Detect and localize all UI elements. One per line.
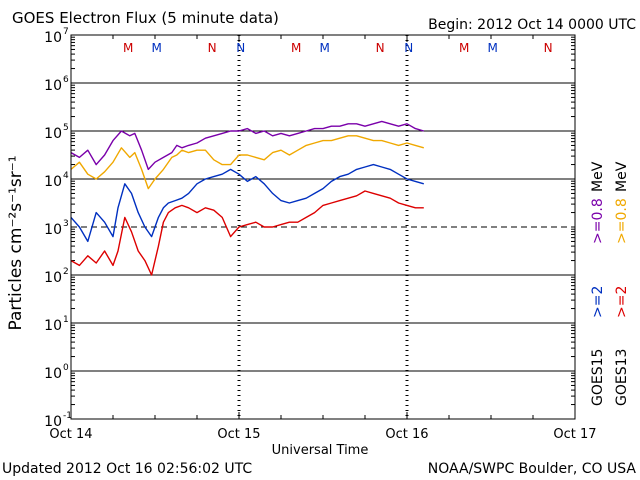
marker-label: M (152, 41, 162, 55)
y-tick-exponent: -1 (63, 411, 72, 421)
y-tick-label: 10 (44, 318, 62, 334)
y-tick-label: 10 (44, 126, 62, 142)
y-tick-label: 10 (44, 270, 62, 286)
y-tick-exponent: 2 (63, 267, 69, 277)
marker-label: N (544, 41, 553, 55)
marker-label: M (123, 41, 133, 55)
y-tick-label: 10 (44, 222, 62, 238)
y-tick-label: 10 (44, 414, 62, 430)
marker-label: N (208, 41, 217, 55)
marker-label: M (291, 41, 301, 55)
legend-ge2-goes13: >=2 (614, 286, 630, 318)
series-line-1 (70, 135, 424, 190)
data-series (70, 120, 424, 276)
x-tick-labels: Oct 14 Oct 15 Oct 16 Oct 17 (49, 427, 596, 442)
x-tick-label: Oct 15 (217, 427, 260, 442)
marker-label: M (488, 41, 498, 55)
x-axis-label: Universal Time (272, 443, 369, 458)
y-tick-exponent: 1 (63, 315, 69, 325)
legend-mev-1: MeV (590, 161, 606, 192)
credit-label: NOAA/SWPC Boulder, CO USA (428, 461, 637, 477)
x-tick-label: Oct 14 (49, 427, 92, 442)
marker-label: N (236, 41, 245, 55)
grid-lines (71, 36, 575, 406)
marker-label: N (376, 41, 385, 55)
legend: GOES15 GOES13 >=2 >=2 >=0.8 >=0.8 MeV Me… (590, 161, 630, 406)
x-tick-label: Oct 16 (385, 427, 428, 442)
marker-label: N (404, 41, 413, 55)
plot-frame (70, 34, 576, 420)
y-tick-label: 10 (44, 366, 62, 382)
x-tick-label: Oct 17 (553, 427, 596, 442)
legend-goes13: GOES13 (614, 349, 630, 406)
y-tick-exponent: 6 (63, 75, 69, 85)
marker-label: M (459, 41, 469, 55)
series-line-3 (70, 190, 424, 276)
y-axis-label: Particles cm⁻²s⁻¹sr⁻¹ (6, 155, 26, 330)
marker-label: M (320, 41, 330, 55)
legend-ge08-goes13: >=0.8 (614, 198, 630, 244)
begin-time-label: Begin: 2012 Oct 14 0000 UTC (428, 17, 636, 33)
y-tick-exponent: 5 (63, 123, 69, 133)
legend-goes15: GOES15 (590, 349, 606, 406)
y-tick-exponent: 4 (63, 171, 69, 181)
y-tick-exponent: 7 (63, 27, 69, 37)
legend-mev-2: MeV (614, 161, 630, 192)
chart-title: GOES Electron Flux (5 minute data) (12, 9, 279, 27)
series-line-0 (70, 120, 424, 171)
series-line-2 (70, 163, 424, 243)
updated-timestamp: Updated 2012 Oct 16 02:56:02 UTC (2, 461, 252, 477)
y-tick-exponent: 3 (63, 219, 69, 229)
y-tick-label: 10 (44, 78, 62, 94)
legend-ge2-goes15: >=2 (590, 286, 606, 318)
legend-ge08-goes15: >=0.8 (590, 198, 606, 244)
y-tick-label: 10 (44, 174, 62, 190)
y-tick-label: 10 (44, 30, 62, 46)
y-tick-exponent: 0 (63, 363, 69, 373)
